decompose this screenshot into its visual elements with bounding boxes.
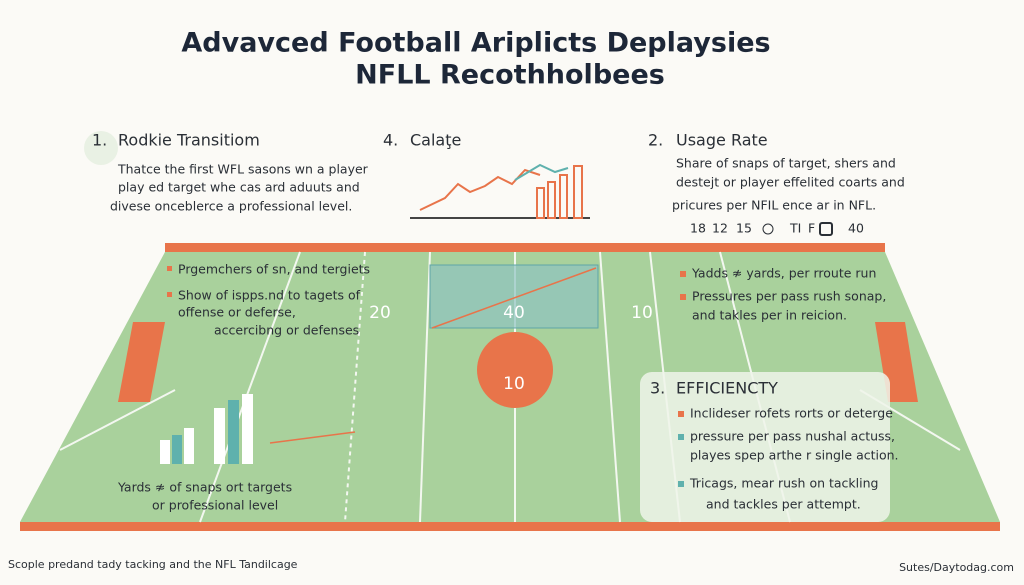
bullet xyxy=(678,434,684,440)
scale-label: 18 xyxy=(690,221,706,236)
bar xyxy=(536,187,545,219)
scale-label: 40 xyxy=(848,221,864,236)
bullet xyxy=(678,481,684,487)
bullet xyxy=(167,292,172,297)
bar xyxy=(160,440,170,464)
bullet xyxy=(680,294,686,300)
pointer xyxy=(269,431,356,444)
center-circle xyxy=(477,332,553,408)
section-text: divese onceblerce a professional level. xyxy=(110,199,352,214)
bar xyxy=(184,428,194,464)
scale-label: 15 xyxy=(736,221,752,236)
yard-line xyxy=(59,389,176,451)
bar xyxy=(172,435,182,464)
highlight-box xyxy=(429,264,599,329)
bar xyxy=(547,181,556,219)
note: pressure per pass nushal actuss, xyxy=(690,429,895,444)
bullet xyxy=(678,411,684,417)
yard-number: 10 xyxy=(503,374,525,394)
note: Inclideser rofets rorts or deterge xyxy=(690,406,893,421)
bullet xyxy=(167,266,172,271)
icon xyxy=(762,223,774,235)
trend-arrow xyxy=(431,267,597,329)
section-text: destejt or player effelited coarts and xyxy=(676,175,905,190)
section-heading: EFFICIENCTY xyxy=(676,379,778,398)
bar xyxy=(559,174,568,219)
title-line-1: Advavced Football Ariplicts Deplaysies xyxy=(181,28,770,59)
section-number: 4. xyxy=(383,131,398,150)
mini-bars xyxy=(160,394,253,464)
footer-note: Scople predand tady tacking and the NFL … xyxy=(8,558,298,571)
bar xyxy=(214,408,225,464)
note: Tricags, mear rush on tackling xyxy=(689,476,878,491)
note: Prgemchers of sn, and tergiets xyxy=(178,262,370,277)
bar xyxy=(242,394,253,464)
footer-source: Sutes/Daytodag.com xyxy=(899,561,1014,574)
efficiency-card xyxy=(640,372,890,522)
end-zone xyxy=(118,322,165,402)
note: Yards ≉ of snaps ort targets xyxy=(117,480,292,495)
section-text: Share of snaps of target, shers and xyxy=(676,156,896,171)
note: accercibng or defenses xyxy=(214,323,359,338)
yard-number: 40 xyxy=(503,303,525,323)
note: Yadds ≉ yards, per rroute run xyxy=(691,266,876,281)
section-heading: Calaţe xyxy=(410,131,461,150)
note: playes spep arthe r single action. xyxy=(690,448,899,463)
scale-label: F xyxy=(808,221,815,236)
note: Pressures per pass rush sonap, xyxy=(692,289,886,304)
scale-label: 12 xyxy=(712,221,728,236)
section-heading: Rodkie Transitiom xyxy=(118,131,260,150)
yard-line xyxy=(199,251,301,523)
yard-number: 20 xyxy=(369,303,391,323)
trend-line xyxy=(514,163,569,181)
section-number: 3. xyxy=(650,379,665,398)
note: or professional level xyxy=(152,498,278,513)
bar xyxy=(228,400,239,464)
section-text: Thatce the first WFL sasons wn a player xyxy=(117,162,369,177)
scale-label: TI xyxy=(789,221,801,236)
mini-chart xyxy=(410,163,590,219)
yard-line xyxy=(344,251,366,523)
bar xyxy=(573,165,583,219)
note: offense or deferse, xyxy=(178,305,296,320)
note: Show of ispps.nd to tagets of xyxy=(178,288,361,303)
section-number: 2. xyxy=(648,131,663,150)
note: and takles per in reicion. xyxy=(692,308,847,323)
note: and tackles per attempt. xyxy=(706,497,861,512)
section-text: play ed target whe cas ard aduuts and xyxy=(118,180,360,195)
bullet xyxy=(680,271,686,277)
yard-line xyxy=(599,251,621,523)
yard-number: 10 xyxy=(631,303,653,323)
title-line-2: NFLL Recothholbees xyxy=(355,60,665,91)
sideline xyxy=(20,522,1000,531)
badge xyxy=(84,131,118,165)
section-number: 1. xyxy=(92,131,107,150)
icon xyxy=(819,222,833,236)
trend-line xyxy=(419,168,541,211)
section-heading: Usage Rate xyxy=(676,131,768,150)
sideline xyxy=(165,243,885,252)
yard-line xyxy=(419,251,431,523)
section-text: pricures per NFIL ence ar in NFL. xyxy=(672,198,876,213)
